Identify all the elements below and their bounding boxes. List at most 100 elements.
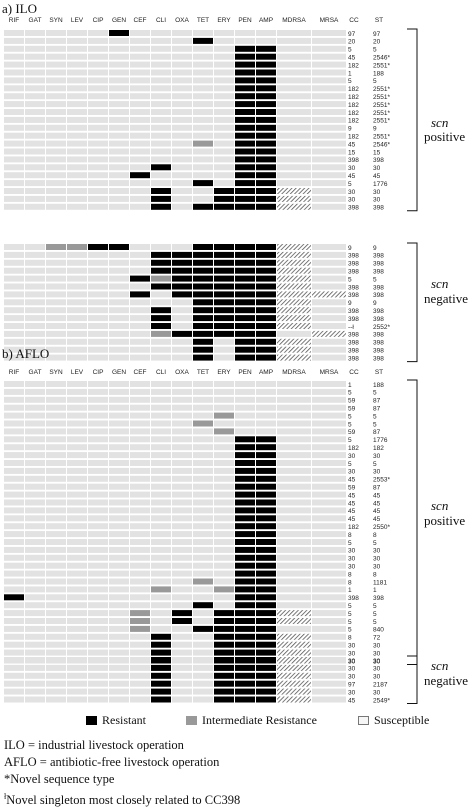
legend: Resistant Intermediate Resistance Suscep… <box>0 713 474 729</box>
cell <box>193 291 213 298</box>
cell <box>4 299 24 306</box>
cell <box>151 539 171 545</box>
cell <box>256 346 276 353</box>
cell <box>256 618 276 624</box>
cell-mrsa <box>312 346 346 353</box>
cell <box>130 203 150 210</box>
cell <box>4 649 24 656</box>
cell <box>25 77 45 84</box>
cell <box>46 85 66 92</box>
st-value: 87 <box>373 398 381 405</box>
st-value: 30 <box>373 548 381 555</box>
group-label: positive <box>424 513 465 528</box>
cell <box>235 330 255 337</box>
cell <box>214 396 234 403</box>
st-value: 398 <box>373 316 384 323</box>
cell <box>4 180 24 187</box>
st-value: 188 <box>373 382 384 389</box>
cell <box>214 436 234 443</box>
cell <box>151 633 171 640</box>
st-value: 30 <box>373 666 381 673</box>
cell-mrsa <box>312 140 346 147</box>
cell <box>193 523 213 530</box>
legend-swatch-susceptible <box>358 716 369 725</box>
cell <box>25 602 45 609</box>
cell <box>256 483 276 490</box>
cell <box>109 251 129 258</box>
cell <box>193 594 213 601</box>
cell-mdrsa <box>277 381 311 387</box>
cell <box>4 578 24 585</box>
cell <box>130 688 150 695</box>
cell <box>109 156 129 163</box>
cc-value: 5 <box>348 540 352 547</box>
cell <box>130 140 150 147</box>
st-value: 398 <box>373 595 384 602</box>
cell <box>151 460 171 466</box>
cell <box>46 475 66 482</box>
cell-mrsa <box>312 452 346 459</box>
cell <box>46 61 66 68</box>
cell <box>172 315 192 322</box>
cell-mrsa <box>312 323 346 329</box>
cell <box>67 101 87 108</box>
cell <box>256 586 276 593</box>
cell <box>151 570 171 577</box>
cell <box>67 307 87 314</box>
cell <box>235 323 255 329</box>
cell <box>193 649 213 656</box>
st-value: 5 <box>373 461 377 468</box>
cell <box>67 420 87 427</box>
cell <box>235 404 255 411</box>
cell <box>25 244 45 250</box>
cc-value: 1 <box>348 587 352 594</box>
cell <box>67 354 87 361</box>
cell <box>46 116 66 123</box>
cc-value: 398 <box>348 355 359 362</box>
cell <box>46 45 66 52</box>
cell <box>4 396 24 403</box>
cell <box>88 291 108 298</box>
cc-value: 9 <box>348 300 352 307</box>
cell <box>46 37 66 44</box>
column-header-tet: TET <box>197 369 209 376</box>
cell <box>256 602 276 609</box>
cell-mdrsa <box>277 132 311 139</box>
cell <box>151 499 171 506</box>
cell <box>172 436 192 443</box>
cell <box>151 467 171 474</box>
st-value: 30 <box>373 189 381 196</box>
cell <box>235 412 255 419</box>
cell-mdrsa <box>277 244 311 250</box>
cell-mdrsa <box>277 696 311 703</box>
cell <box>256 499 276 506</box>
cell <box>193 156 213 163</box>
cell <box>88 412 108 419</box>
cell <box>109 69 129 76</box>
cell <box>88 491 108 498</box>
cell <box>214 275 234 282</box>
cell-mrsa <box>312 467 346 474</box>
cell <box>214 610 234 617</box>
cell <box>25 338 45 345</box>
legend-swatch-intermediate <box>186 716 197 725</box>
cell-mrsa <box>312 132 346 139</box>
cell <box>151 346 171 353</box>
cell <box>25 61 45 68</box>
cell-mrsa <box>312 546 346 553</box>
st-value: 398 <box>373 284 384 291</box>
cell <box>214 37 234 44</box>
cell <box>235 307 255 314</box>
cell <box>109 299 129 306</box>
cell <box>88 77 108 84</box>
cell <box>193 554 213 561</box>
cell <box>109 562 129 569</box>
cell <box>235 688 255 695</box>
cell <box>88 610 108 617</box>
cc-value: 9 <box>348 245 352 252</box>
cell <box>214 641 234 648</box>
st-value: 30 <box>373 650 381 657</box>
cell <box>193 188 213 194</box>
cell <box>214 77 234 84</box>
cell <box>25 594 45 601</box>
